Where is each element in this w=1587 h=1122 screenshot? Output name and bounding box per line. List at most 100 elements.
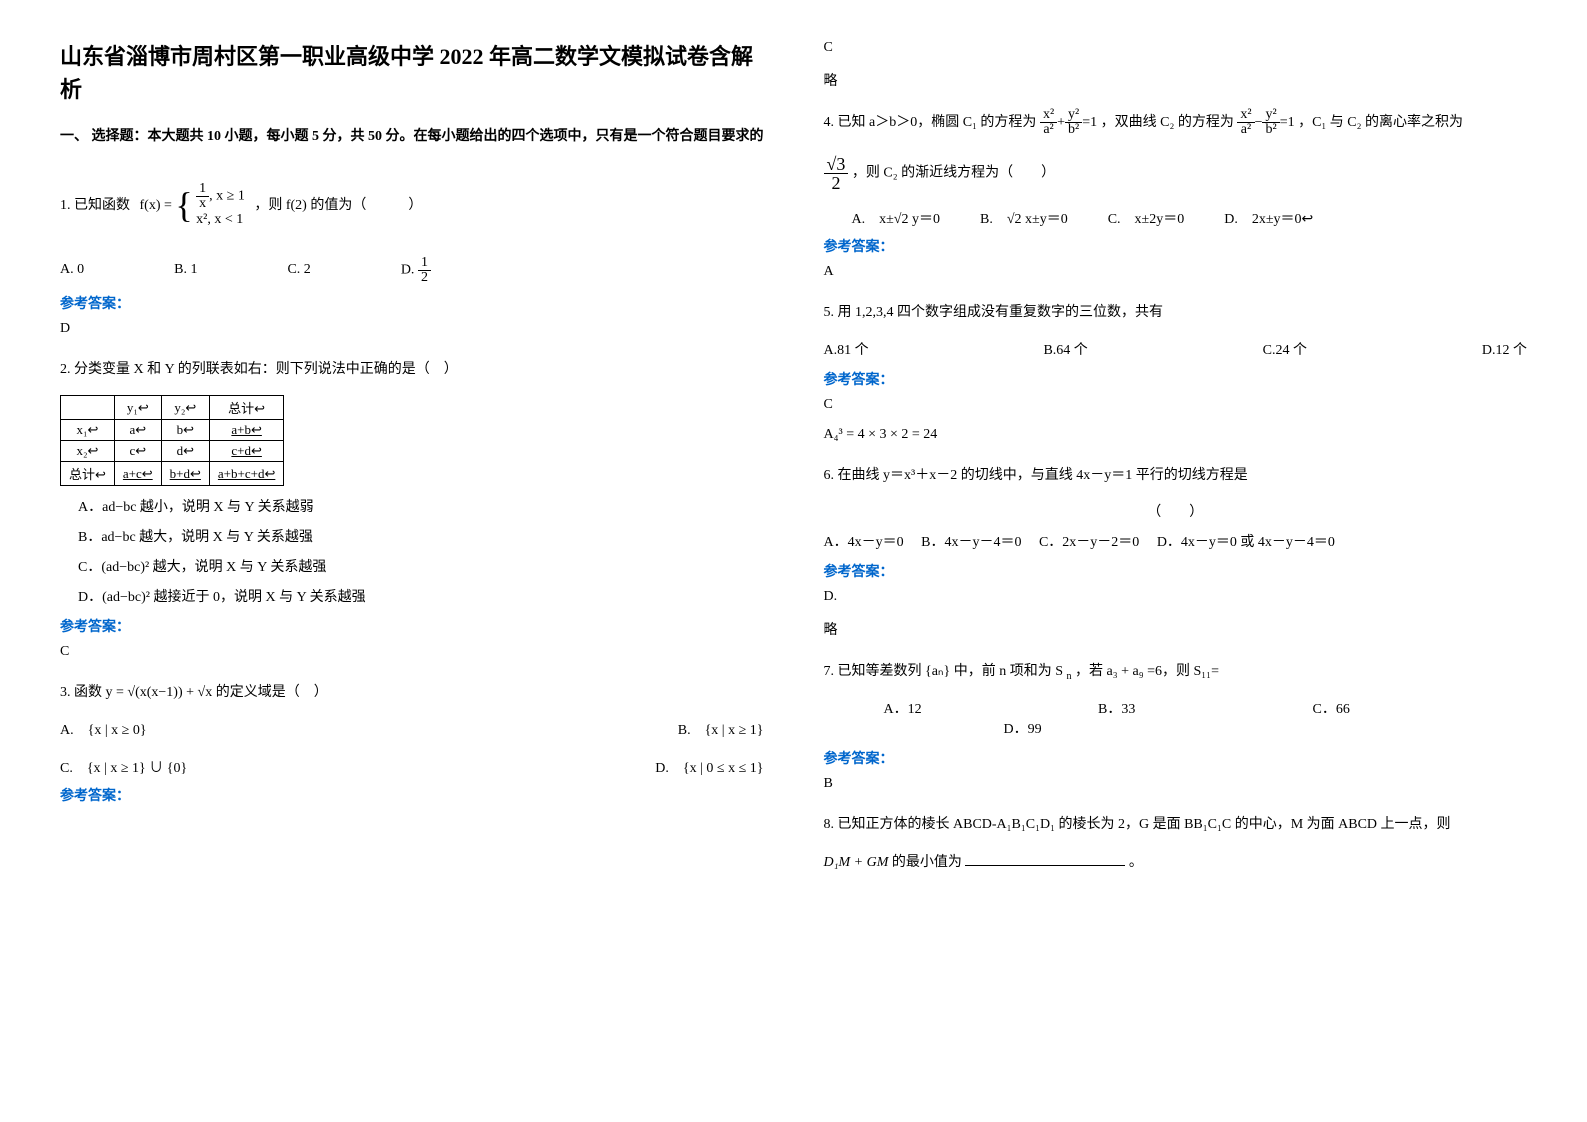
q2-options: A．ad−bc 越小，说明 X 与 Y 关系越弱 B．ad−bc 越大，说明 X… [60, 496, 764, 606]
q7-sn: n [1067, 664, 1072, 679]
q2-answer-label: 参考答案： [60, 616, 764, 636]
table-row: x₂↩ c↩ d↩ c+d↩ [61, 441, 284, 462]
q6-answer: D. [824, 589, 1528, 605]
q8-tail: D₁M + GM 的最小值为 。 [824, 851, 1528, 871]
q3-math: y = √(x(x−1)) + √x [106, 685, 216, 700]
q1-answer-label: 参考答案： [60, 293, 764, 313]
question-4: 4. 已知 a＞b＞0，椭圆 C₁ 的方程为 x²a²+y²b²=1 ，双曲线 … [824, 108, 1528, 139]
q1-optD: D. 12 [401, 256, 431, 285]
q1-then: ，则 [254, 198, 286, 213]
q1-suffix: 的值为（ ） [310, 198, 422, 213]
q1-optC: C. 2 [287, 262, 310, 278]
q3-suffix: 的定义域是（ ） [216, 685, 328, 700]
question-8: 8. 已知正方体的棱长 ABCD-A₁B₁C₁D₁ 的棱长为 2，G 是面 BB… [824, 810, 1528, 841]
q4-options: A. x±√2 y＝0 B. √2 x±y＝0 C. x±2y＝0 D. 2x±… [824, 208, 1528, 228]
q5-optA: A.81 个 [824, 339, 869, 359]
q7-prefix: 7. 已知等差数列 [824, 664, 922, 679]
q7-answer-label: 参考答案： [824, 748, 1528, 768]
cell: 总计↩ [209, 396, 283, 420]
q1-f2: f(2) [286, 198, 307, 213]
question-3: 3. 函数 y = √(x(x−1)) + √x 的定义域是（ ） [60, 678, 764, 709]
q2-optD: D．(ad−bc)² 越接近于 0，说明 X 与 Y 关系越强 [78, 586, 764, 606]
cell: y₂↩ [161, 396, 209, 420]
question-7: 7. 已知等差数列 {aₙ} 中，前 n 项和为 S n ，若 a₃ + a₉ … [824, 657, 1528, 688]
cell: a+c↩ [114, 462, 161, 486]
q2-optB: B．ad−bc 越大，说明 X 与 Y 关系越强 [78, 526, 764, 546]
q1-prefix: 1. 已知函数 [60, 198, 130, 213]
q7-options: A．12 B．33 C．66 D．99 [824, 698, 1528, 738]
q7-optC: C．66 [1313, 698, 1528, 718]
q7-optD: D．99 [824, 718, 1528, 738]
q2-optC: C．(ad−bc)² 越大，说明 X 与 Y 关系越强 [78, 556, 764, 576]
q3-extra: 略 [824, 70, 1528, 90]
q8-period: 。 [1129, 855, 1143, 870]
q8-expr: D₁M + GM [824, 855, 892, 870]
cell: d↩ [161, 441, 209, 462]
q6-optB: B．4x－y－4＝0 [921, 535, 1021, 550]
table-row: 总计↩ a+c↩ b+d↩ a+b+c+d↩ [61, 462, 284, 486]
q5-answer: C [824, 397, 1528, 413]
q4-eq2: x²a²−y²b²=1 [1237, 115, 1298, 130]
cell: c+d↩ [209, 441, 283, 462]
cell: 总计↩ [61, 462, 115, 486]
table-row: x₁↩ a↩ b↩ a+b↩ [61, 420, 284, 441]
q6-paren: （ ） [824, 501, 1528, 521]
q7-answer: B [824, 776, 1528, 792]
q1-answer: D [60, 321, 764, 337]
q6-optD: D．4x－y＝0 或 4x－y－4＝0 [1157, 535, 1335, 550]
question-6: 6. 在曲线 y＝x³＋x－2 的切线中，与直线 4x－y＝1 平行的切线方程是 [824, 461, 1528, 492]
q6-optC: C．2x－y－2＝0 [1039, 535, 1139, 550]
q3-optA: A. {x | x ≥ 0} [60, 719, 147, 739]
q2-table: y₁↩ y₂↩ 总计↩ x₁↩ a↩ b↩ a+b↩ x₂↩ c↩ d↩ c+d… [60, 395, 284, 486]
cell: a↩ [114, 420, 161, 441]
q2-optA: A．ad−bc 越小，说明 X 与 Y 关系越弱 [78, 496, 764, 516]
q3-answer-label: 参考答案： [60, 785, 764, 805]
cell [61, 396, 115, 420]
q7-tail: =6，则 S₁₁= [1147, 664, 1219, 679]
q8-tail-suffix: 的最小值为 [892, 855, 962, 870]
q6-answer-label: 参考答案： [824, 561, 1528, 581]
q1-optA: A. 0 [60, 262, 84, 278]
q4-optB: B. √2 x±y＝0 [980, 208, 1068, 228]
q4-line2-text: ，则 C₂ 的渐近线方程为（ ） [852, 166, 1055, 181]
q4-answer: A [824, 264, 1528, 280]
q1-optB: B. 1 [174, 262, 197, 278]
q4-optA: A. x±√2 y＝0 [852, 208, 940, 228]
q4-line2: √32 ，则 C₂ 的渐近线方程为（ ） [824, 155, 1528, 192]
q5-options: A.81 个 B.64 个 C.24 个 D.12 个 [824, 339, 1528, 359]
q6-options: A．4x－y＝0 B．4x－y－4＝0 C．2x－y－2＝0 D．4x－y＝0 … [824, 531, 1528, 551]
q5-answer-label: 参考答案： [824, 369, 1528, 389]
q4-optC: C. x±2y＝0 [1108, 208, 1185, 228]
q6-extra: 略 [824, 619, 1528, 639]
q3-opts-row2: C. {x | x ≥ 1} ∪ {0} D. {x | 0 ≤ x ≤ 1} [60, 757, 764, 777]
q5-work: A₄³ = 4 × 3 × 2 = 24 [824, 427, 1528, 443]
question-2: 2. 分类变量 X 和 Y 的列联表如右：则下列说法中正确的是（ ） [60, 355, 764, 386]
q4-eq1: x²a²+y²b²=1 [1040, 115, 1101, 130]
q4-optD: D. 2x±y＝0↩ [1224, 208, 1313, 228]
q3-opts-row1: A. {x | x ≥ 0} B. {x | x ≥ 1} [60, 719, 764, 739]
q1-options: A. 0 B. 1 C. 2 D. 12 [60, 256, 764, 285]
q7-mid1: 中，前 n 项和为 S [954, 664, 1063, 679]
question-1: 1. 已知函数 f(x) = { 1x, x ≥ 1 x², x < 1 ，则 … [60, 166, 764, 245]
cell: y₁↩ [114, 396, 161, 420]
cell: x₂↩ [61, 441, 115, 462]
q3-prefix: 3. 函数 [60, 685, 102, 700]
fill-blank [965, 852, 1125, 866]
right-column: C 略 4. 已知 a＞b＞0，椭圆 C₁ 的方程为 x²a²+y²b²=1 ，… [824, 40, 1528, 871]
q5-optC: C.24 个 [1263, 339, 1307, 359]
question-5: 5. 用 1,2,3,4 四个数字组成没有重复数字的三位数，共有 [824, 298, 1528, 329]
section-intro: 一、 选择题：本大题共 10 小题，每小题 5 分，共 50 分。在每小题给出的… [60, 126, 764, 148]
q3-answer: C [824, 40, 1528, 56]
q4-answer-label: 参考答案： [824, 236, 1528, 256]
q1-function: f(x) = { 1x, x ≥ 1 x², x < 1 [140, 166, 245, 245]
q7-optB: B．33 [1098, 698, 1313, 718]
q7-sum: a₃ + a₉ [1107, 664, 1148, 679]
cell: a+b↩ [209, 420, 283, 441]
q4-prefix: 4. 已知 a＞b＞0，椭圆 C₁ 的方程为 [824, 115, 1037, 130]
q3-optD: D. {x | 0 ≤ x ≤ 1} [655, 757, 763, 777]
cell: a+b+c+d↩ [209, 462, 283, 486]
cell: x₁↩ [61, 420, 115, 441]
q5-optB: B.64 个 [1043, 339, 1087, 359]
cell: b+d↩ [161, 462, 209, 486]
q7-optA: A．12 [824, 698, 1099, 718]
